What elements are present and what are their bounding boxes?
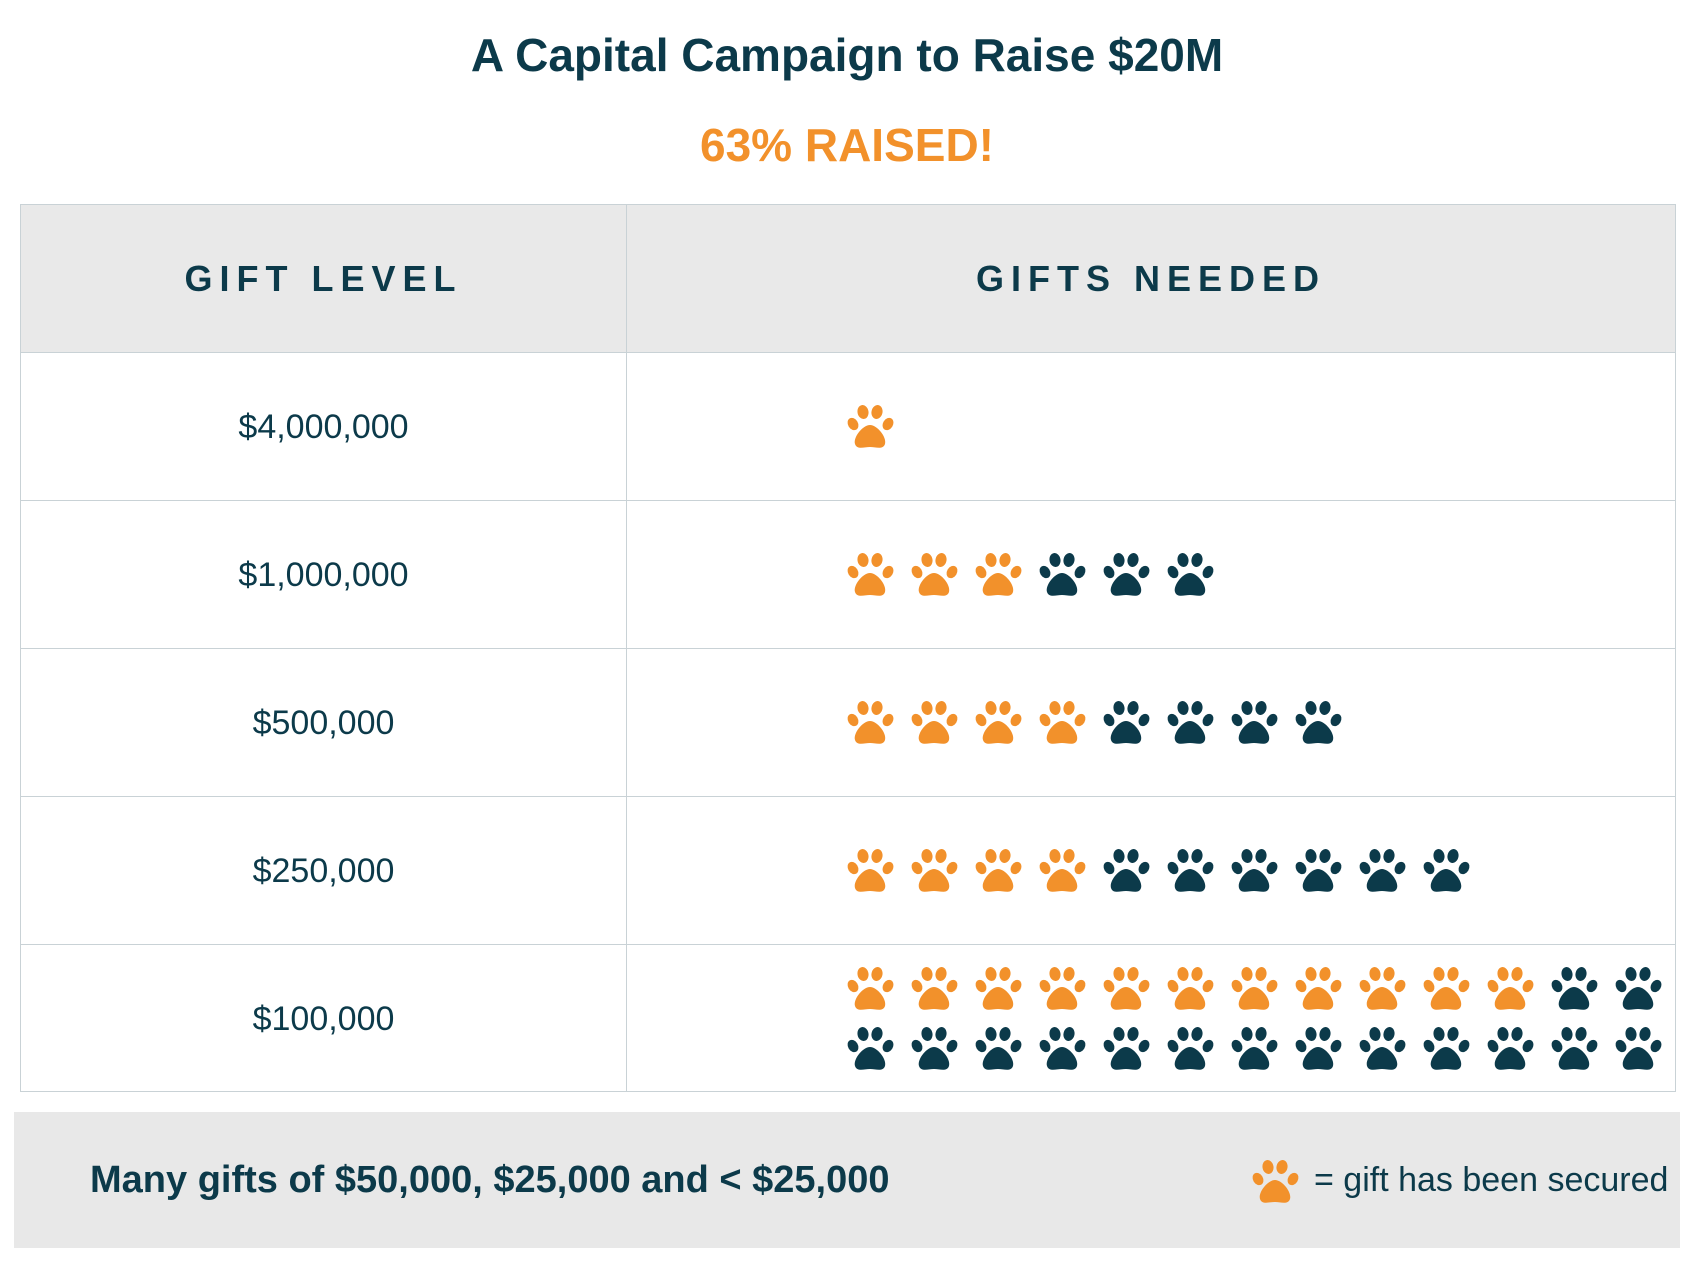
- paw-needed-icon: [1551, 967, 1598, 1010]
- paw-needed-icon: [1423, 1027, 1470, 1070]
- paw-secured-icon: [1359, 967, 1406, 1010]
- paw-needed-icon: [1295, 1027, 1342, 1070]
- gift-level-value: $100,000: [252, 1000, 395, 1038]
- gift-paws: [627, 353, 1675, 501]
- paw-secured-icon: [1487, 967, 1534, 1010]
- paw-secured-icon: [975, 967, 1022, 1010]
- paw-needed-icon: [1167, 849, 1214, 892]
- gift-level-value: $1,000,000: [238, 556, 409, 594]
- paw-needed-icon: [1359, 1027, 1406, 1070]
- gift-level-value: $4,000,000: [238, 408, 409, 446]
- paw-needed-icon: [1167, 553, 1214, 596]
- gift-paws: [627, 945, 1675, 1093]
- paw-needed-icon: [1103, 553, 1150, 596]
- paw-needed-icon: [1551, 1027, 1598, 1070]
- paw-needed-icon: [1487, 1027, 1534, 1070]
- paw-needed-icon: [1231, 849, 1278, 892]
- paw-secured-icon: [975, 553, 1022, 596]
- paw-needed-icon: [1039, 553, 1086, 596]
- legend: = gift has been secured: [1250, 1112, 1668, 1248]
- paw-needed-icon: [1231, 701, 1278, 744]
- gift-level-value: $500,000: [252, 704, 395, 742]
- paw-needed-icon: [1423, 849, 1470, 892]
- table-row: $100,000: [21, 945, 1675, 1093]
- paw-secured-icon: [1039, 967, 1086, 1010]
- table-header: GIFT LEVEL GIFTS NEEDED: [21, 205, 1675, 353]
- legend-label: = gift has been secured: [1314, 1161, 1669, 1199]
- table-row: $1,000,000: [21, 501, 1675, 649]
- paw-secured-icon: [847, 849, 894, 892]
- table-row: $500,000: [21, 649, 1675, 797]
- column-divider: [626, 205, 627, 1091]
- gift-paws: [627, 501, 1675, 649]
- table-row: $250,000: [21, 797, 1675, 945]
- header-gift-level: GIFT LEVEL: [184, 258, 463, 299]
- gift-paws: [627, 649, 1675, 797]
- paw-needed-icon: [1103, 1027, 1150, 1070]
- paw-secured-icon: [975, 701, 1022, 744]
- paw-needed-icon: [1039, 1027, 1086, 1070]
- paw-secured-icon: [911, 553, 958, 596]
- paw-secured-icon: [911, 701, 958, 744]
- paw-secured-icon: [975, 849, 1022, 892]
- gift-level-value: $250,000: [252, 852, 395, 890]
- raised-percentage: 63% RAISED!: [700, 119, 994, 171]
- gift-paws: [627, 797, 1675, 945]
- paw-needed-icon: [1295, 701, 1342, 744]
- paw-needed-icon: [1615, 967, 1662, 1010]
- paw-secured-icon: [847, 553, 894, 596]
- paw-secured-icon: [911, 849, 958, 892]
- header-gifts-needed: GIFTS NEEDED: [975, 258, 1327, 299]
- paw-secured-icon: [847, 967, 894, 1010]
- table-row: $4,000,000: [21, 353, 1675, 501]
- paw-secured-icon: [1295, 967, 1342, 1010]
- paw-needed-icon: [1615, 1027, 1662, 1070]
- paw-secured-icon: [847, 701, 894, 744]
- paw-secured-icon: [847, 405, 894, 448]
- paw-needed-icon: [911, 1027, 958, 1070]
- paw-print-icon: [1252, 1160, 1299, 1203]
- footer-bar: Many gifts of $50,000, $25,000 and < $25…: [14, 1112, 1680, 1248]
- paw-secured-icon: [1167, 967, 1214, 1010]
- paw-needed-icon: [1167, 1027, 1214, 1070]
- paw-secured-icon: [1231, 967, 1278, 1010]
- paw-secured-icon: [1103, 967, 1150, 1010]
- paw-needed-icon: [1103, 701, 1150, 744]
- paw-needed-icon: [1103, 849, 1150, 892]
- paw-secured-icon: [1039, 849, 1086, 892]
- paw-secured-icon: [1423, 967, 1470, 1010]
- paw-needed-icon: [1295, 849, 1342, 892]
- paw-secured-icon: [911, 967, 958, 1010]
- paw-needed-icon: [847, 1027, 894, 1070]
- paw-secured-icon: [1039, 701, 1086, 744]
- paw-needed-icon: [1167, 701, 1214, 744]
- footer-note: Many gifts of $50,000, $25,000 and < $25…: [90, 1159, 890, 1201]
- page-title: A Capital Campaign to Raise $20M: [470, 29, 1224, 81]
- paw-needed-icon: [1231, 1027, 1278, 1070]
- paw-needed-icon: [975, 1027, 1022, 1070]
- gift-table: GIFT LEVEL GIFTS NEEDED $4,000,000 $1,000…: [20, 204, 1676, 1092]
- paw-needed-icon: [1359, 849, 1406, 892]
